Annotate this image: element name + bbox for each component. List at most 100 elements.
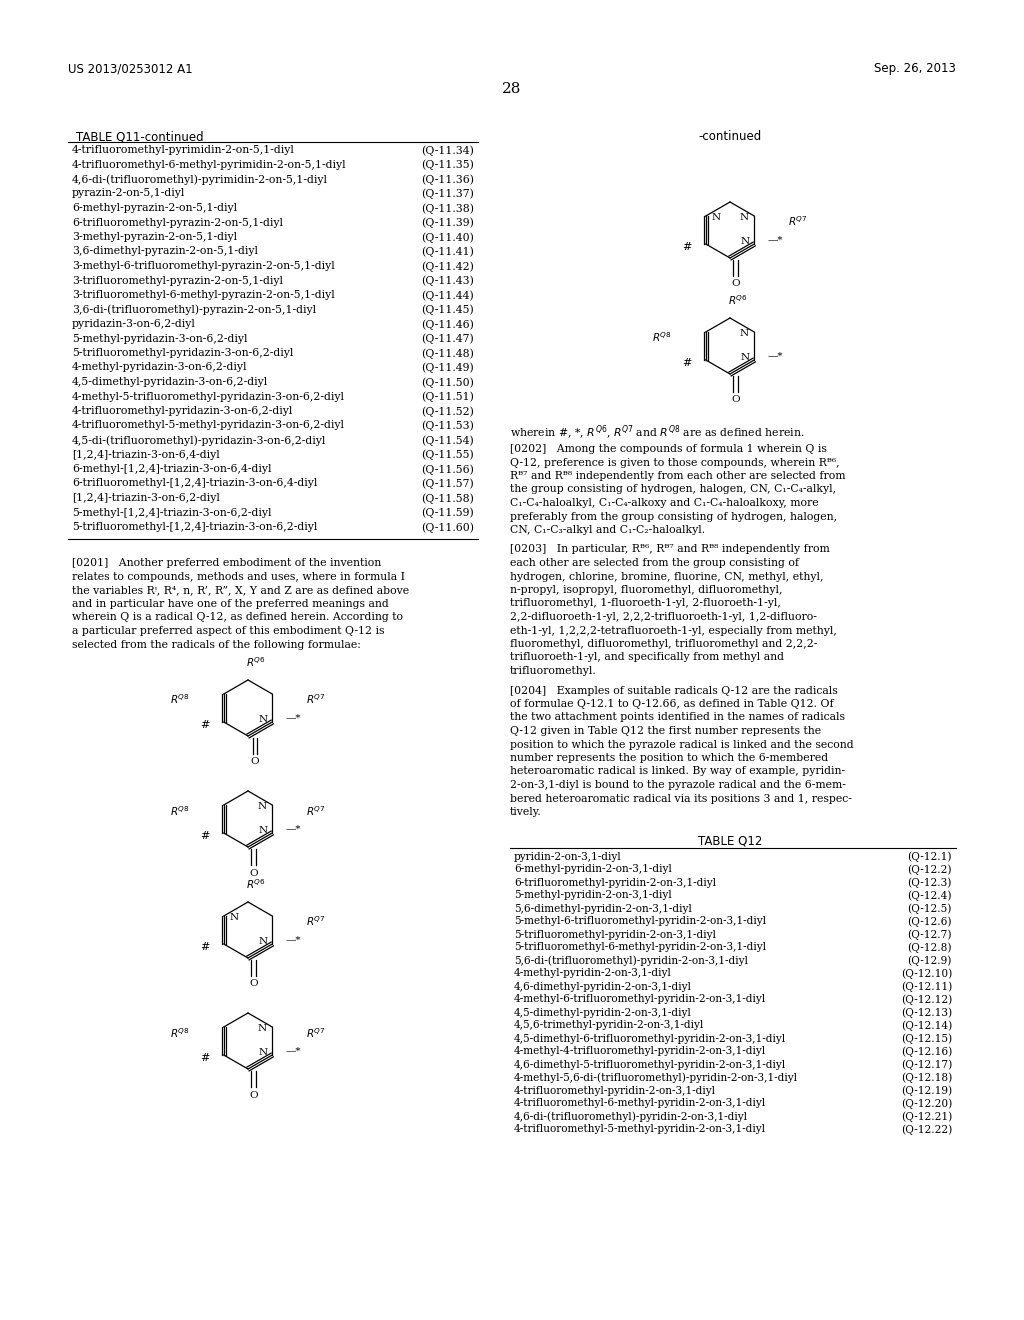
Text: O: O bbox=[249, 979, 258, 989]
Text: 4,6-di-(trifluoromethyl)-pyrimidin-2-on-5,1-diyl: 4,6-di-(trifluoromethyl)-pyrimidin-2-on-… bbox=[72, 174, 328, 185]
Text: 5-trifluoromethyl-pyridin-2-on-3,1-diyl: 5-trifluoromethyl-pyridin-2-on-3,1-diyl bbox=[514, 929, 716, 940]
Text: (Q-11.57): (Q-11.57) bbox=[421, 479, 474, 490]
Text: C₁-C₄-haloalkyl, C₁-C₄-alkoxy and C₁-C₄-haloalkoxy, more: C₁-C₄-haloalkyl, C₁-C₄-alkoxy and C₁-C₄-… bbox=[510, 498, 818, 508]
Text: Q-12 given in Table Q12 the first number represents the: Q-12 given in Table Q12 the first number… bbox=[510, 726, 821, 737]
Text: 28: 28 bbox=[503, 82, 521, 96]
Text: position to which the pyrazole radical is linked and the second: position to which the pyrazole radical i… bbox=[510, 739, 854, 750]
Text: 4,6-dimethyl-5-trifluoromethyl-pyridin-2-on-3,1-diyl: 4,6-dimethyl-5-trifluoromethyl-pyridin-2… bbox=[514, 1060, 786, 1069]
Text: $R^{Q6}$: $R^{Q6}$ bbox=[246, 876, 266, 891]
Text: (Q-11.38): (Q-11.38) bbox=[421, 203, 474, 214]
Text: (Q-12.7): (Q-12.7) bbox=[907, 929, 952, 940]
Text: #: # bbox=[201, 1053, 210, 1063]
Text: (Q-12.2): (Q-12.2) bbox=[907, 865, 952, 875]
Text: of formulae Q-12.1 to Q-12.66, as defined in Table Q12. Of: of formulae Q-12.1 to Q-12.66, as define… bbox=[510, 700, 834, 709]
Text: Rᴯ⁷ and Rᴯ⁸ independently from each other are selected from: Rᴯ⁷ and Rᴯ⁸ independently from each othe… bbox=[510, 471, 846, 480]
Text: 6-trifluoromethyl-pyrazin-2-on-5,1-diyl: 6-trifluoromethyl-pyrazin-2-on-5,1-diyl bbox=[72, 218, 283, 227]
Text: —*: —* bbox=[286, 824, 301, 833]
Text: (Q-11.34): (Q-11.34) bbox=[421, 145, 474, 156]
Text: 4,5-dimethyl-6-trifluoromethyl-pyridin-2-on-3,1-diyl: 4,5-dimethyl-6-trifluoromethyl-pyridin-2… bbox=[514, 1034, 786, 1044]
Text: (Q-12.19): (Q-12.19) bbox=[901, 1085, 952, 1096]
Text: N: N bbox=[740, 236, 750, 246]
Text: [0202]   Among the compounds of formula 1 wherein Q is: [0202] Among the compounds of formula 1 … bbox=[510, 444, 826, 454]
Text: pyridin-2-on-3,1-diyl: pyridin-2-on-3,1-diyl bbox=[514, 851, 622, 862]
Text: eth-1-yl, 1,2,2,2-tetrafluoroeth-1-yl, especially from methyl,: eth-1-yl, 1,2,2,2-tetrafluoroeth-1-yl, e… bbox=[510, 626, 837, 635]
Text: (Q-12.3): (Q-12.3) bbox=[907, 878, 952, 888]
Text: —*: —* bbox=[768, 235, 783, 244]
Text: n-propyl, isopropyl, fluoromethyl, difluoromethyl,: n-propyl, isopropyl, fluoromethyl, diflu… bbox=[510, 585, 782, 595]
Text: relates to compounds, methods and uses, where in formula I: relates to compounds, methods and uses, … bbox=[72, 572, 406, 582]
Text: 4-trifluoromethyl-6-methyl-pyrimidin-2-on-5,1-diyl: 4-trifluoromethyl-6-methyl-pyrimidin-2-o… bbox=[72, 160, 347, 169]
Text: —*: —* bbox=[286, 936, 301, 944]
Text: #: # bbox=[683, 358, 692, 368]
Text: 4,5,6-trimethyl-pyridin-2-on-3,1-diyl: 4,5,6-trimethyl-pyridin-2-on-3,1-diyl bbox=[514, 1020, 705, 1031]
Text: (Q-12.11): (Q-12.11) bbox=[901, 982, 952, 993]
Text: (Q-11.49): (Q-11.49) bbox=[421, 363, 474, 374]
Text: (Q-11.46): (Q-11.46) bbox=[421, 319, 474, 330]
Text: CN, C₁-C₃-alkyl and C₁-C₂-haloalkyl.: CN, C₁-C₃-alkyl and C₁-C₂-haloalkyl. bbox=[510, 525, 706, 535]
Text: (Q-12.4): (Q-12.4) bbox=[907, 891, 952, 902]
Text: 4,6-di-(trifluoromethyl)-pyridin-2-on-3,1-diyl: 4,6-di-(trifluoromethyl)-pyridin-2-on-3,… bbox=[514, 1111, 749, 1122]
Text: 5-methyl-pyridin-2-on-3,1-diyl: 5-methyl-pyridin-2-on-3,1-diyl bbox=[514, 891, 672, 900]
Text: $R^{Q7}$: $R^{Q7}$ bbox=[306, 915, 326, 928]
Text: #: # bbox=[201, 719, 210, 730]
Text: (Q-11.54): (Q-11.54) bbox=[421, 436, 474, 446]
Text: 2,2-difluoroeth-1-yl, 2,2,2-trifluoroeth-1-yl, 1,2-difluoro-: 2,2-difluoroeth-1-yl, 2,2,2-trifluoroeth… bbox=[510, 612, 817, 622]
Text: Q-12, preference is given to those compounds, wherein Rᴯ⁶,: Q-12, preference is given to those compo… bbox=[510, 458, 840, 467]
Text: 4-trifluoromethyl-6-methyl-pyridin-2-on-3,1-diyl: 4-trifluoromethyl-6-methyl-pyridin-2-on-… bbox=[514, 1098, 766, 1109]
Text: $R^{Q7}$: $R^{Q7}$ bbox=[306, 693, 326, 706]
Text: preferably from the group consisting of hydrogen, halogen,: preferably from the group consisting of … bbox=[510, 511, 838, 521]
Text: number represents the position to which the 6-membered: number represents the position to which … bbox=[510, 752, 828, 763]
Text: $R^{Q8}$: $R^{Q8}$ bbox=[170, 804, 190, 817]
Text: wherein Q is a radical Q-12, as defined herein. According to: wherein Q is a radical Q-12, as defined … bbox=[72, 612, 403, 623]
Text: —*: —* bbox=[286, 1047, 301, 1055]
Text: N: N bbox=[257, 1024, 266, 1034]
Text: 3-trifluoromethyl-6-methyl-pyrazin-2-on-5,1-diyl: 3-trifluoromethyl-6-methyl-pyrazin-2-on-… bbox=[72, 290, 335, 300]
Text: 4,5-dimethyl-pyridin-2-on-3,1-diyl: 4,5-dimethyl-pyridin-2-on-3,1-diyl bbox=[514, 1007, 692, 1018]
Text: (Q-12.20): (Q-12.20) bbox=[901, 1098, 952, 1109]
Text: $R^{Q7}$: $R^{Q7}$ bbox=[788, 215, 808, 228]
Text: [0204]   Examples of suitable radicals Q-12 are the radicals: [0204] Examples of suitable radicals Q-1… bbox=[510, 685, 838, 696]
Text: 3,6-dimethyl-pyrazin-2-on-5,1-diyl: 3,6-dimethyl-pyrazin-2-on-5,1-diyl bbox=[72, 247, 258, 256]
Text: $R^{Q7}$: $R^{Q7}$ bbox=[306, 804, 326, 817]
Text: 6-methyl-pyrazin-2-on-5,1-diyl: 6-methyl-pyrazin-2-on-5,1-diyl bbox=[72, 203, 238, 213]
Text: N: N bbox=[257, 801, 266, 810]
Text: (Q-11.58): (Q-11.58) bbox=[421, 492, 474, 503]
Text: (Q-11.50): (Q-11.50) bbox=[421, 378, 474, 388]
Text: $R^{Q8}$: $R^{Q8}$ bbox=[170, 693, 190, 706]
Text: 5-methyl-[1,2,4]-triazin-3-on-6,2-diyl: 5-methyl-[1,2,4]-triazin-3-on-6,2-diyl bbox=[72, 507, 271, 517]
Text: (Q-11.56): (Q-11.56) bbox=[421, 465, 474, 475]
Text: (Q-12.8): (Q-12.8) bbox=[907, 942, 952, 953]
Text: 3-methyl-6-trifluoromethyl-pyrazin-2-on-5,1-diyl: 3-methyl-6-trifluoromethyl-pyrazin-2-on-… bbox=[72, 261, 335, 271]
Text: (Q-11.41): (Q-11.41) bbox=[421, 247, 474, 257]
Text: (Q-12.22): (Q-12.22) bbox=[901, 1125, 952, 1135]
Text: #: # bbox=[683, 242, 692, 252]
Text: —*: —* bbox=[768, 351, 783, 360]
Text: trifluoromethyl.: trifluoromethyl. bbox=[510, 667, 597, 676]
Text: 5-methyl-6-trifluoromethyl-pyridin-2-on-3,1-diyl: 5-methyl-6-trifluoromethyl-pyridin-2-on-… bbox=[514, 916, 766, 927]
Text: bered heteroaromatic radical via its positions 3 and 1, respec-: bered heteroaromatic radical via its pos… bbox=[510, 793, 852, 804]
Text: (Q-11.37): (Q-11.37) bbox=[421, 189, 474, 199]
Text: 4-methyl-4-trifluoromethyl-pyridin-2-on-3,1-diyl: 4-methyl-4-trifluoromethyl-pyridin-2-on-… bbox=[514, 1047, 766, 1056]
Text: selected from the radicals of the following formulae:: selected from the radicals of the follow… bbox=[72, 639, 360, 649]
Text: $R^{Q6}$: $R^{Q6}$ bbox=[246, 655, 266, 669]
Text: 5-trifluoromethyl-pyridazin-3-on-6,2-diyl: 5-trifluoromethyl-pyridazin-3-on-6,2-diy… bbox=[72, 348, 293, 358]
Text: (Q-11.40): (Q-11.40) bbox=[421, 232, 474, 243]
Text: N: N bbox=[712, 213, 721, 222]
Text: (Q-12.18): (Q-12.18) bbox=[901, 1072, 952, 1084]
Text: 5-methyl-pyridazin-3-on-6,2-diyl: 5-methyl-pyridazin-3-on-6,2-diyl bbox=[72, 334, 248, 343]
Text: Sep. 26, 2013: Sep. 26, 2013 bbox=[874, 62, 956, 75]
Text: $R^{Q7}$: $R^{Q7}$ bbox=[306, 1026, 326, 1039]
Text: 4,6-dimethyl-pyridin-2-on-3,1-diyl: 4,6-dimethyl-pyridin-2-on-3,1-diyl bbox=[514, 982, 692, 991]
Text: (Q-12.21): (Q-12.21) bbox=[901, 1111, 952, 1122]
Text: N: N bbox=[259, 937, 268, 945]
Text: [0203]   In particular, Rᴯ⁶, Rᴯ⁷ and Rᴯ⁸ independently from: [0203] In particular, Rᴯ⁶, Rᴯ⁷ and Rᴯ⁸ i… bbox=[510, 544, 829, 554]
Text: O: O bbox=[731, 280, 740, 289]
Text: —*: —* bbox=[286, 713, 301, 722]
Text: (Q-12.9): (Q-12.9) bbox=[907, 956, 952, 966]
Text: (Q-11.44): (Q-11.44) bbox=[421, 290, 474, 301]
Text: 5-trifluoromethyl-6-methyl-pyridin-2-on-3,1-diyl: 5-trifluoromethyl-6-methyl-pyridin-2-on-… bbox=[514, 942, 766, 953]
Text: 2-on-3,1-diyl is bound to the pyrazole radical and the 6-mem-: 2-on-3,1-diyl is bound to the pyrazole r… bbox=[510, 780, 846, 789]
Text: TABLE Q11-continued: TABLE Q11-continued bbox=[76, 129, 204, 143]
Text: #: # bbox=[201, 830, 210, 841]
Text: and in particular have one of the preferred meanings and: and in particular have one of the prefer… bbox=[72, 599, 389, 609]
